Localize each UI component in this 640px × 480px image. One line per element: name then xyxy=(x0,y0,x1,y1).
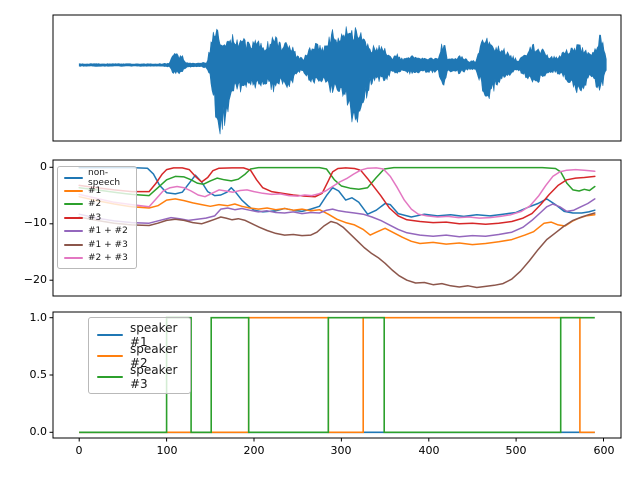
series--1-3 xyxy=(78,212,596,289)
legend-label: speaker #3 xyxy=(130,362,178,391)
legend-swatch-3 xyxy=(64,216,83,219)
waveform-path xyxy=(78,26,607,135)
xtick-200: 200 xyxy=(243,444,265,457)
legend-label: #1 xyxy=(88,186,102,197)
legend-label: #2 + #3 xyxy=(88,253,128,264)
tick-marks xyxy=(49,166,604,442)
legend-label: #1 + #3 xyxy=(88,239,128,250)
legend-item-non-speech: non-speech xyxy=(64,168,130,188)
mid-ytick-0: 0 xyxy=(40,160,47,173)
legend-swatch-non-speech xyxy=(64,176,83,179)
legend-label: #2 xyxy=(88,199,102,210)
legend-label: non-speech xyxy=(88,167,121,188)
legend-label: speaker #1 xyxy=(130,320,178,349)
waveform-plot xyxy=(78,26,607,135)
series--1 xyxy=(78,195,596,246)
xtick-400: 400 xyxy=(418,444,440,457)
legend-item-2: #2 xyxy=(64,198,130,211)
xtick-300: 300 xyxy=(330,444,352,457)
bot-ytick-0.0: 0.0 xyxy=(29,425,48,438)
legend-item-1-2: #1 + #2 xyxy=(64,225,130,238)
legend-item-3: #3 xyxy=(64,211,130,224)
legend-item-1: #1 xyxy=(64,184,130,197)
legend-swatch-speaker-1 xyxy=(97,333,123,336)
mid-axes-frame xyxy=(52,159,622,297)
legend-swatch-1-3 xyxy=(64,243,83,246)
legend-item-speaker-3: speaker #3 xyxy=(97,363,182,391)
series--2 xyxy=(78,166,596,197)
legend-item-speaker-1: speaker #1 xyxy=(97,321,182,349)
legend-swatch-2-3 xyxy=(64,257,83,260)
xtick-600: 600 xyxy=(593,444,615,457)
series--2-3 xyxy=(78,167,596,219)
legend-label: #1 + #2 xyxy=(88,226,128,237)
bot-ytick-1.0: 1.0 xyxy=(29,311,48,324)
likelihood-legend: non-speech #1 #2 #3 #1 + #2 #1 + #3 #2 +… xyxy=(57,166,137,269)
legend-label: #3 xyxy=(88,212,102,223)
legend-swatch-speaker-3 xyxy=(97,375,123,378)
xtick-100: 100 xyxy=(156,444,178,457)
mid-axes-background xyxy=(53,160,621,296)
legend-swatch-2 xyxy=(64,203,83,206)
speaker-legend: speaker #1 speaker #2 speaker #3 xyxy=(88,317,191,394)
legend-item-speaker-2: speaker #2 xyxy=(97,342,182,370)
likelihood-plot xyxy=(78,166,596,289)
legend-item-2-3: #2 + #3 xyxy=(64,251,130,264)
top-axes-frame xyxy=(52,14,622,142)
legend-item-1-3: #1 + #3 xyxy=(64,238,130,251)
series--3 xyxy=(78,167,596,226)
legend-swatch-1-2 xyxy=(64,230,83,233)
legend-label: speaker #2 xyxy=(130,341,178,370)
mid-ytick-10: −10 xyxy=(23,216,47,229)
mid-ytick-20: −20 xyxy=(23,273,47,286)
series--1-2 xyxy=(78,198,596,238)
legend-swatch-speaker-2 xyxy=(97,354,123,357)
legend-swatch-1 xyxy=(64,190,83,193)
bot-ytick-0.5: 0.5 xyxy=(29,368,48,381)
xtick-0: 0 xyxy=(75,444,83,457)
xtick-500: 500 xyxy=(505,444,527,457)
